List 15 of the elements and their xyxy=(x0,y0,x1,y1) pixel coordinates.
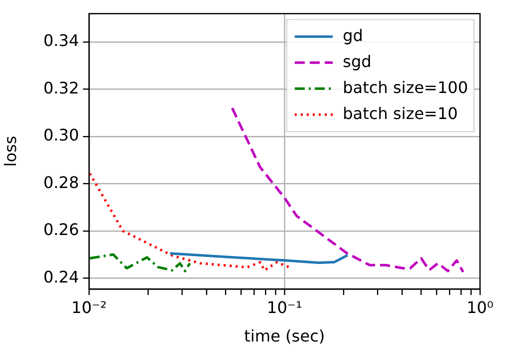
legend-label: gd xyxy=(342,26,364,45)
y-tick-label: 0.24 xyxy=(43,267,79,286)
legend-label: batch size=10 xyxy=(342,104,458,123)
x-tick-label: 10⁰ xyxy=(466,298,494,317)
y-tick-label: 0.26 xyxy=(43,220,79,240)
y-tick-label: 0.34 xyxy=(43,31,79,50)
y-axis-title: loss xyxy=(0,136,20,167)
y-tick-label: 0.32 xyxy=(43,78,79,98)
x-tick-label: 10⁻² xyxy=(71,298,107,317)
legend-label: batch size=100 xyxy=(342,78,468,97)
legend-label: sgd xyxy=(342,52,372,71)
x-tick-label: 10⁻¹ xyxy=(266,298,302,317)
y-tick-label: 0.30 xyxy=(43,126,79,145)
y-tick-label: 0.28 xyxy=(43,172,79,192)
x-axis-title: time (sec) xyxy=(244,326,325,346)
